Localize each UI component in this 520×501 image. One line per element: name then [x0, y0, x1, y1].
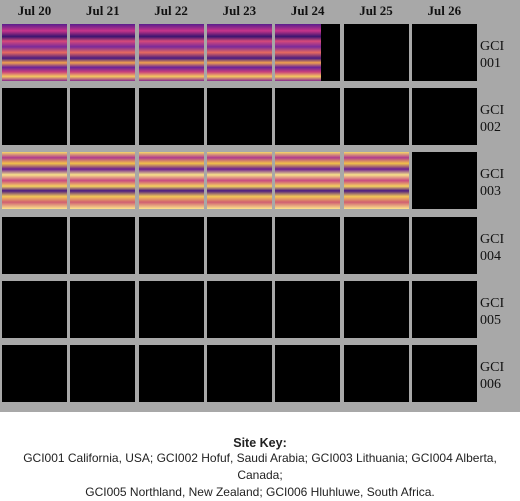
spectrogram-panel: Jul 20 Jul 21 Jul 22 Jul 23 Jul 24 Jul 25 Jul … — [0, 0, 520, 412]
spectrogram-cell[interactable] — [343, 280, 409, 338]
day-label: Jul 20 — [17, 3, 52, 18]
spectrogram-cell[interactable] — [275, 345, 341, 402]
spectrogram-data — [138, 152, 204, 210]
spectrogram-cell[interactable] — [138, 152, 204, 210]
spectrogram-cell[interactable] — [275, 280, 341, 338]
site-key-title: Site Key: — [233, 436, 287, 450]
spectrogram-cell[interactable] — [2, 280, 67, 338]
site-key-line-2: GCI005 Northland, New Zealand; GCI006 Hl… — [85, 485, 435, 499]
spectrogram-cell[interactable] — [411, 152, 477, 210]
day-label: Jul 22 — [154, 3, 188, 18]
spectrogram-cell[interactable] — [411, 280, 477, 338]
spectrogram-cell[interactable] — [2, 216, 67, 274]
site-label: GCI 005 — [480, 295, 505, 328]
spectrogram-cell[interactable] — [343, 152, 409, 210]
day-label: Jul 25 — [359, 3, 393, 18]
spectrogram-cell[interactable] — [206, 345, 272, 402]
spectrogram-cell[interactable] — [411, 24, 477, 81]
day-label: Jul 24 — [290, 3, 325, 18]
spectrogram-data — [2, 24, 67, 81]
site-label: GCI 001 — [480, 39, 505, 71]
spectrogram-cell[interactable] — [70, 88, 136, 146]
spectrogram-data — [70, 152, 136, 210]
spectrogram-cell[interactable] — [411, 88, 477, 146]
spectrogram-cell[interactable] — [275, 152, 341, 210]
spectrogram-data — [206, 24, 272, 81]
site-label: GCI 002 — [480, 103, 505, 136]
spectrogram-data — [206, 152, 272, 210]
spectrogram-cell[interactable] — [206, 280, 272, 338]
spectrogram-cell[interactable] — [206, 216, 272, 274]
site-key: Site Key: GCI001 California, USA; GCI002… — [0, 412, 520, 499]
spectrogram-cell[interactable] — [206, 152, 272, 210]
spectrogram-cell[interactable] — [275, 24, 341, 81]
spectrogram-cell[interactable] — [343, 88, 409, 146]
spectrogram-cell[interactable] — [70, 152, 136, 210]
spectrogram-data — [275, 24, 321, 81]
spectrogram-cell[interactable] — [411, 216, 477, 274]
spectrogram-cell[interactable] — [2, 152, 67, 210]
site-label: GCI 004 — [480, 231, 505, 264]
spectrogram-cell[interactable] — [411, 345, 477, 402]
spectrogram-cell[interactable] — [275, 216, 341, 274]
spectrogram-cell[interactable] — [275, 88, 341, 146]
spectrogram-cell[interactable] — [343, 24, 409, 81]
spectrogram-cell[interactable] — [138, 88, 204, 146]
spectrogram-data — [70, 24, 136, 81]
spectrogram-data — [275, 152, 341, 210]
spectrogram-cell[interactable] — [2, 345, 67, 402]
spectrogram-data — [138, 24, 204, 81]
spectrogram-cell[interactable] — [70, 216, 136, 274]
spectrogram-cell[interactable] — [343, 216, 409, 274]
site-label: GCI 006 — [480, 360, 505, 392]
spectrogram-data — [2, 152, 67, 210]
spectrogram-cell[interactable] — [70, 24, 136, 81]
spectrogram-cell[interactable] — [206, 24, 272, 81]
spectrogram-data — [343, 152, 409, 210]
spectrogram-cell[interactable] — [138, 280, 204, 338]
spectrogram-cell[interactable] — [2, 88, 67, 146]
spectrogram-cell[interactable] — [343, 345, 409, 402]
spectrogram-cell[interactable] — [2, 24, 67, 81]
site-key-line-1: GCI001 California, USA; GCI002 Hofuf, Sa… — [23, 451, 497, 482]
day-label: Jul 26 — [427, 3, 462, 18]
spectrogram-cell[interactable] — [138, 345, 204, 402]
day-label: Jul 21 — [86, 3, 120, 18]
site-label: GCI 003 — [480, 167, 505, 200]
spectrogram-cell[interactable] — [138, 216, 204, 274]
spectrogram-cell[interactable] — [70, 280, 136, 338]
spectrogram-cell[interactable] — [206, 88, 272, 146]
spectrogram-cell[interactable] — [70, 345, 136, 402]
day-label: Jul 23 — [222, 3, 257, 18]
spectrogram-cell[interactable] — [138, 24, 204, 81]
